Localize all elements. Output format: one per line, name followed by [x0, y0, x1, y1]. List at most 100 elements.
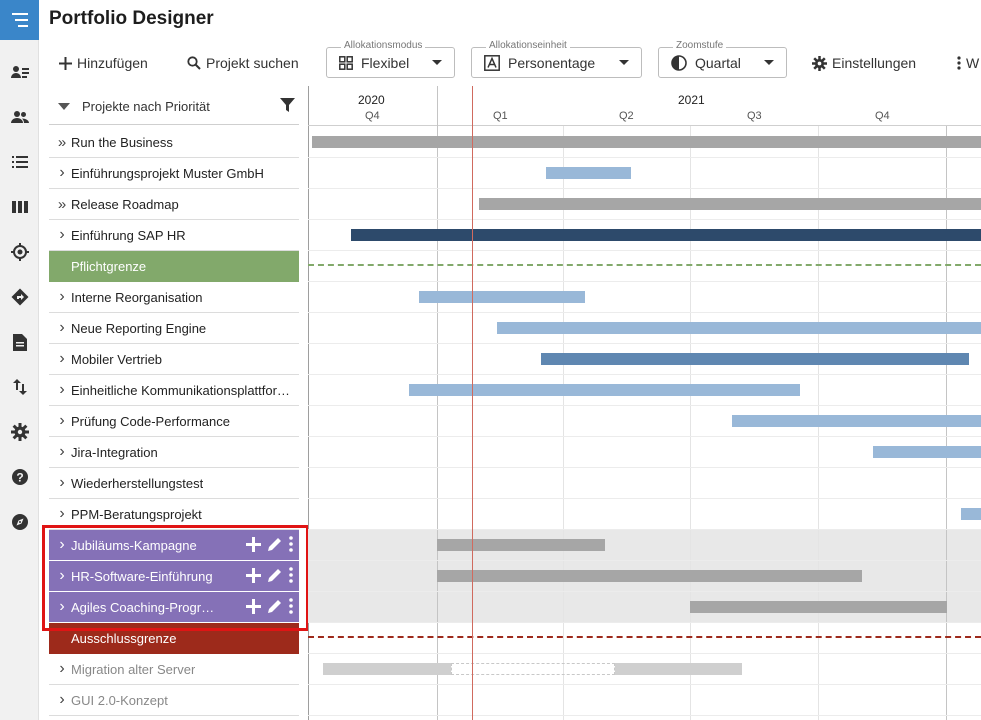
- chevron-right-icon[interactable]: ›: [59, 288, 65, 305]
- more-vertical-icon[interactable]: [289, 567, 293, 583]
- chevron-down-icon: [764, 60, 774, 65]
- project-row[interactable]: » Run the Business: [49, 127, 299, 158]
- project-bar: [497, 322, 981, 334]
- project-row[interactable]: » Release Roadmap: [49, 189, 299, 220]
- chevron-right-icon[interactable]: ›: [59, 567, 65, 584]
- person-list-icon[interactable]: [0, 57, 39, 87]
- quarter-gridline: [437, 86, 438, 720]
- project-row[interactable]: › Migration alter Server: [49, 654, 299, 685]
- swap-icon[interactable]: [0, 372, 39, 402]
- project-name: Prüfung Code-Performance: [71, 413, 230, 429]
- row-gridline: [308, 653, 981, 654]
- chevron-right-icon[interactable]: ›: [59, 505, 65, 522]
- project-row[interactable]: › Jira-Integration: [49, 437, 299, 468]
- double-chevron-icon[interactable]: »: [57, 195, 67, 213]
- compass-icon[interactable]: [0, 507, 39, 537]
- add-icon[interactable]: [246, 598, 261, 614]
- chevron-right-icon[interactable]: ›: [59, 443, 65, 460]
- chevron-right-icon[interactable]: ›: [59, 598, 65, 615]
- chevron-right-icon[interactable]: ›: [59, 474, 65, 491]
- project-bar: [873, 446, 981, 458]
- quarter-label: Q4: [365, 110, 380, 122]
- limit-row[interactable]: Ausschlussgrenze: [49, 623, 299, 654]
- project-row[interactable]: › Prüfung Code-Performance: [49, 406, 299, 437]
- search-project-button[interactable]: Projekt suchen: [187, 52, 299, 74]
- project-row[interactable]: › Einführungsprojekt Muster GmbH: [49, 158, 299, 189]
- row-gridline: [308, 374, 981, 375]
- project-row[interactable]: › Agiles Coaching-Progra…: [49, 592, 299, 623]
- project-bar: [615, 663, 742, 675]
- edit-icon[interactable]: [267, 536, 283, 552]
- add-icon[interactable]: [246, 536, 261, 552]
- chevron-right-icon[interactable]: ›: [59, 691, 65, 708]
- more-vertical-icon: [957, 56, 961, 70]
- project-name: HR-Software-Einführung: [71, 568, 213, 584]
- project-row[interactable]: › Jubiläums-Kampagne: [49, 530, 299, 561]
- settings-button[interactable]: Einstellungen: [812, 52, 916, 74]
- people-icon[interactable]: [0, 102, 39, 132]
- allocation-mode-label: Allokationsmodus: [341, 40, 426, 51]
- project-row[interactable]: › Interne Reorganisation: [49, 282, 299, 313]
- project-row[interactable]: › Einführung SAP HR: [49, 220, 299, 251]
- project-name: Einführungsprojekt Muster GmbH: [71, 165, 264, 181]
- search-icon: [187, 56, 201, 70]
- project-row[interactable]: › Neue Reporting Engine: [49, 313, 299, 344]
- project-row[interactable]: › PPM-Beratungsprojekt: [49, 499, 299, 530]
- more-button[interactable]: W: [957, 52, 979, 74]
- project-bar: [323, 663, 451, 675]
- more-vertical-icon[interactable]: [289, 598, 293, 614]
- zoom-level-select[interactable]: Zoomstufe Quartal: [658, 40, 787, 78]
- chevron-right-icon[interactable]: ›: [59, 381, 65, 398]
- chevron-right-icon[interactable]: ›: [59, 350, 65, 367]
- add-icon[interactable]: [246, 567, 261, 583]
- gear-icon[interactable]: [0, 417, 39, 447]
- project-name: Jubiläums-Kampagne: [71, 537, 197, 553]
- project-name: Pflichtgrenze: [71, 259, 147, 274]
- search-project-label: Projekt suchen: [206, 55, 299, 71]
- contrast-icon: [671, 54, 687, 71]
- allocation-unit-select[interactable]: Allokationseinheit Personentage: [471, 40, 642, 78]
- zoom-level-label: Zoomstufe: [673, 40, 727, 51]
- quarter-label: Q2: [619, 110, 634, 122]
- priority-list-header[interactable]: Projekte nach Priorität: [49, 88, 299, 125]
- more-vertical-icon[interactable]: [289, 536, 293, 552]
- limit-row[interactable]: Pflichtgrenze: [49, 251, 299, 282]
- project-row[interactable]: › Wiederherstellungstest: [49, 468, 299, 499]
- row-gridline: [308, 405, 981, 406]
- chevron-right-icon[interactable]: ›: [59, 319, 65, 336]
- columns-icon[interactable]: [0, 192, 39, 222]
- edit-icon[interactable]: [267, 598, 283, 614]
- plus-icon: [59, 56, 72, 70]
- menu-icon[interactable]: [0, 0, 39, 40]
- project-name: Ausschlussgrenze: [71, 631, 177, 646]
- filter-icon[interactable]: [280, 98, 295, 115]
- target-icon[interactable]: [0, 237, 39, 267]
- collapse-triangle-icon[interactable]: [58, 102, 70, 110]
- row-gridline: [308, 250, 981, 251]
- allocation-mode-select[interactable]: Allokationsmodus Flexibel: [326, 40, 455, 78]
- row-actions: [240, 567, 293, 583]
- edit-icon[interactable]: [267, 567, 283, 583]
- project-bar: [690, 601, 947, 613]
- add-button[interactable]: Hinzufügen: [59, 52, 148, 74]
- chevron-right-icon[interactable]: ›: [59, 412, 65, 429]
- chevron-right-icon[interactable]: ›: [59, 226, 65, 243]
- project-bar: [732, 415, 981, 427]
- project-row[interactable]: › HR-Software-Einführung: [49, 561, 299, 592]
- double-chevron-icon[interactable]: »: [57, 133, 67, 151]
- allocation-mode-value: Flexibel: [361, 54, 410, 71]
- project-bar: [961, 508, 981, 520]
- directions-icon[interactable]: [0, 282, 39, 312]
- project-name: Neue Reporting Engine: [71, 320, 207, 336]
- list-icon[interactable]: [0, 147, 39, 177]
- chevron-right-icon[interactable]: ›: [59, 164, 65, 181]
- help-icon[interactable]: ?: [0, 462, 39, 492]
- gantt-divider: [308, 86, 309, 720]
- chevron-right-icon[interactable]: ›: [59, 536, 65, 553]
- project-row[interactable]: › GUI 2.0-Konzept: [49, 685, 299, 716]
- chevron-right-icon[interactable]: ›: [59, 660, 65, 677]
- document-icon[interactable]: [0, 327, 39, 357]
- project-row[interactable]: › Mobiler Vertrieb: [49, 344, 299, 375]
- project-row[interactable]: › Einheitliche Kommunikationsplattfor…: [49, 375, 299, 406]
- project-name: Wiederherstellungstest: [71, 475, 204, 491]
